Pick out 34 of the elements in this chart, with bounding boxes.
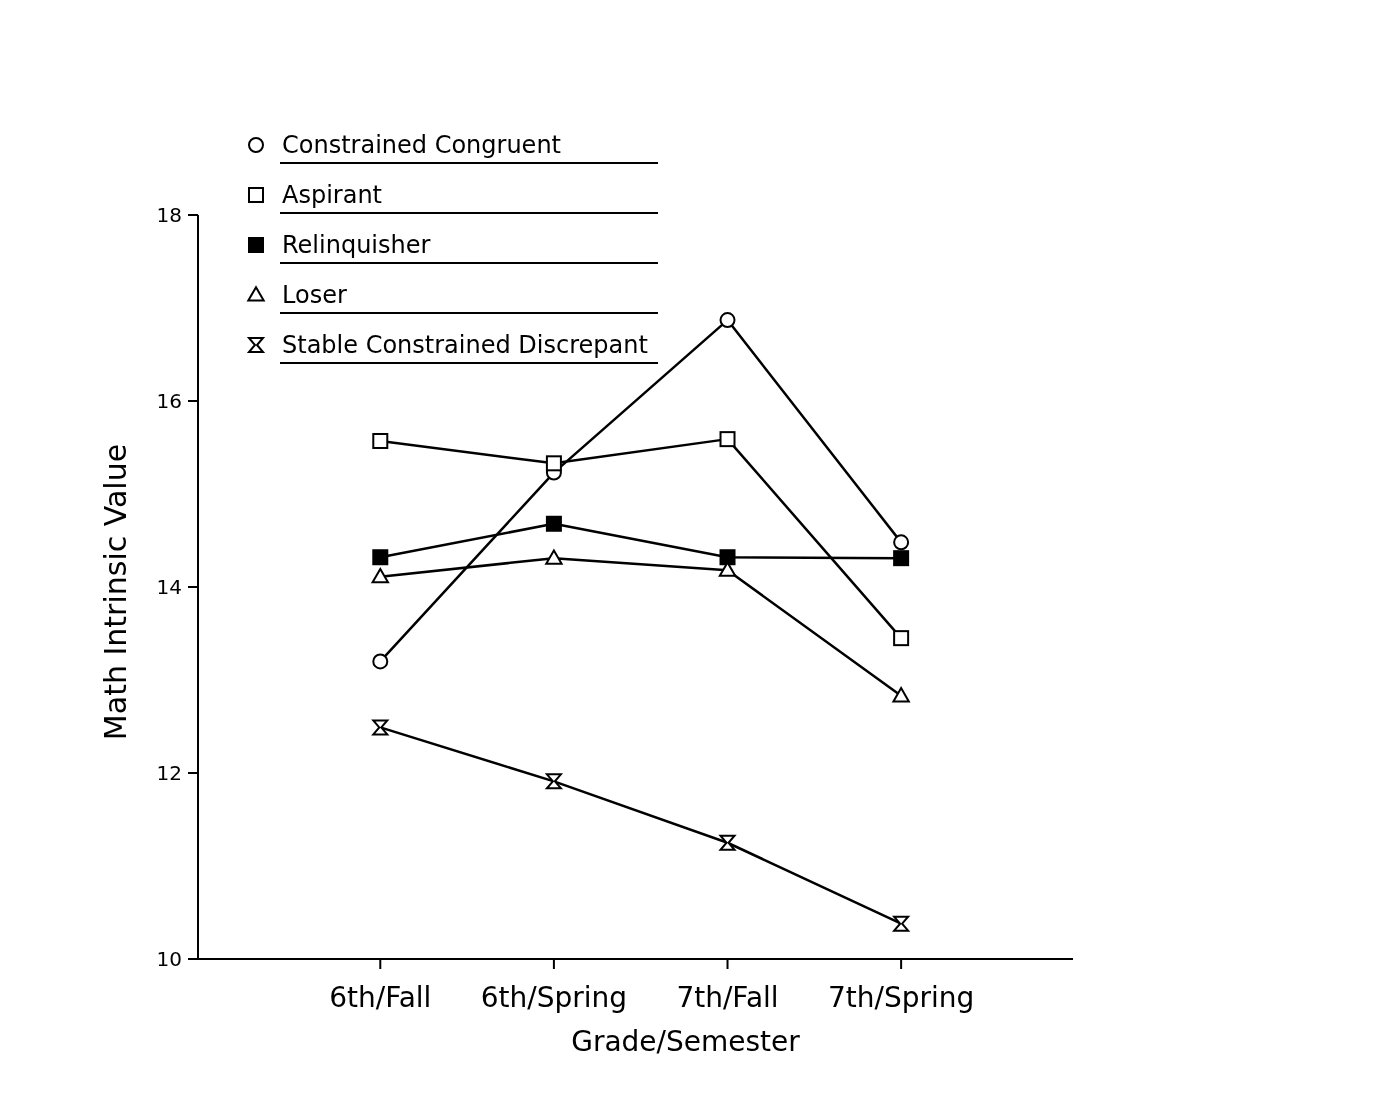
point xyxy=(893,534,910,551)
point xyxy=(372,549,389,566)
y-tick-label: 10 xyxy=(156,947,182,971)
point xyxy=(545,773,562,790)
x-tick-label: 6th/Spring xyxy=(480,981,628,1014)
point xyxy=(893,915,910,932)
y-tick-label: 12 xyxy=(156,761,182,785)
point xyxy=(545,549,563,565)
y-axis-title: Math Intrinsic Value xyxy=(98,443,133,741)
x-tick-label: 7th/Fall xyxy=(676,981,779,1014)
x-tick-label: 6th/Fall xyxy=(329,981,432,1014)
y-tick-label: 18 xyxy=(156,203,182,227)
legend-label: Constrained Congruent xyxy=(282,131,561,160)
point xyxy=(719,834,736,851)
point xyxy=(371,568,389,584)
point xyxy=(893,630,910,647)
x-tick-label: 7th/Spring xyxy=(827,981,975,1014)
y-tick-label: 14 xyxy=(156,575,182,599)
point xyxy=(372,719,389,736)
point xyxy=(545,515,562,532)
point xyxy=(719,312,736,329)
legend-label: Aspirant xyxy=(282,181,383,210)
y-tick-label: 16 xyxy=(156,389,182,413)
point xyxy=(719,431,736,448)
x-axis-title: Grade/Semester xyxy=(571,1025,801,1058)
point xyxy=(892,687,910,703)
legend-label: Relinquisher xyxy=(282,231,431,260)
point xyxy=(545,455,562,472)
point xyxy=(372,653,389,670)
legend-label: Loser xyxy=(282,281,347,310)
legend-label: Stable Constrained Discrepant xyxy=(282,331,648,360)
point xyxy=(372,432,389,449)
point xyxy=(893,550,910,567)
point xyxy=(719,549,736,566)
